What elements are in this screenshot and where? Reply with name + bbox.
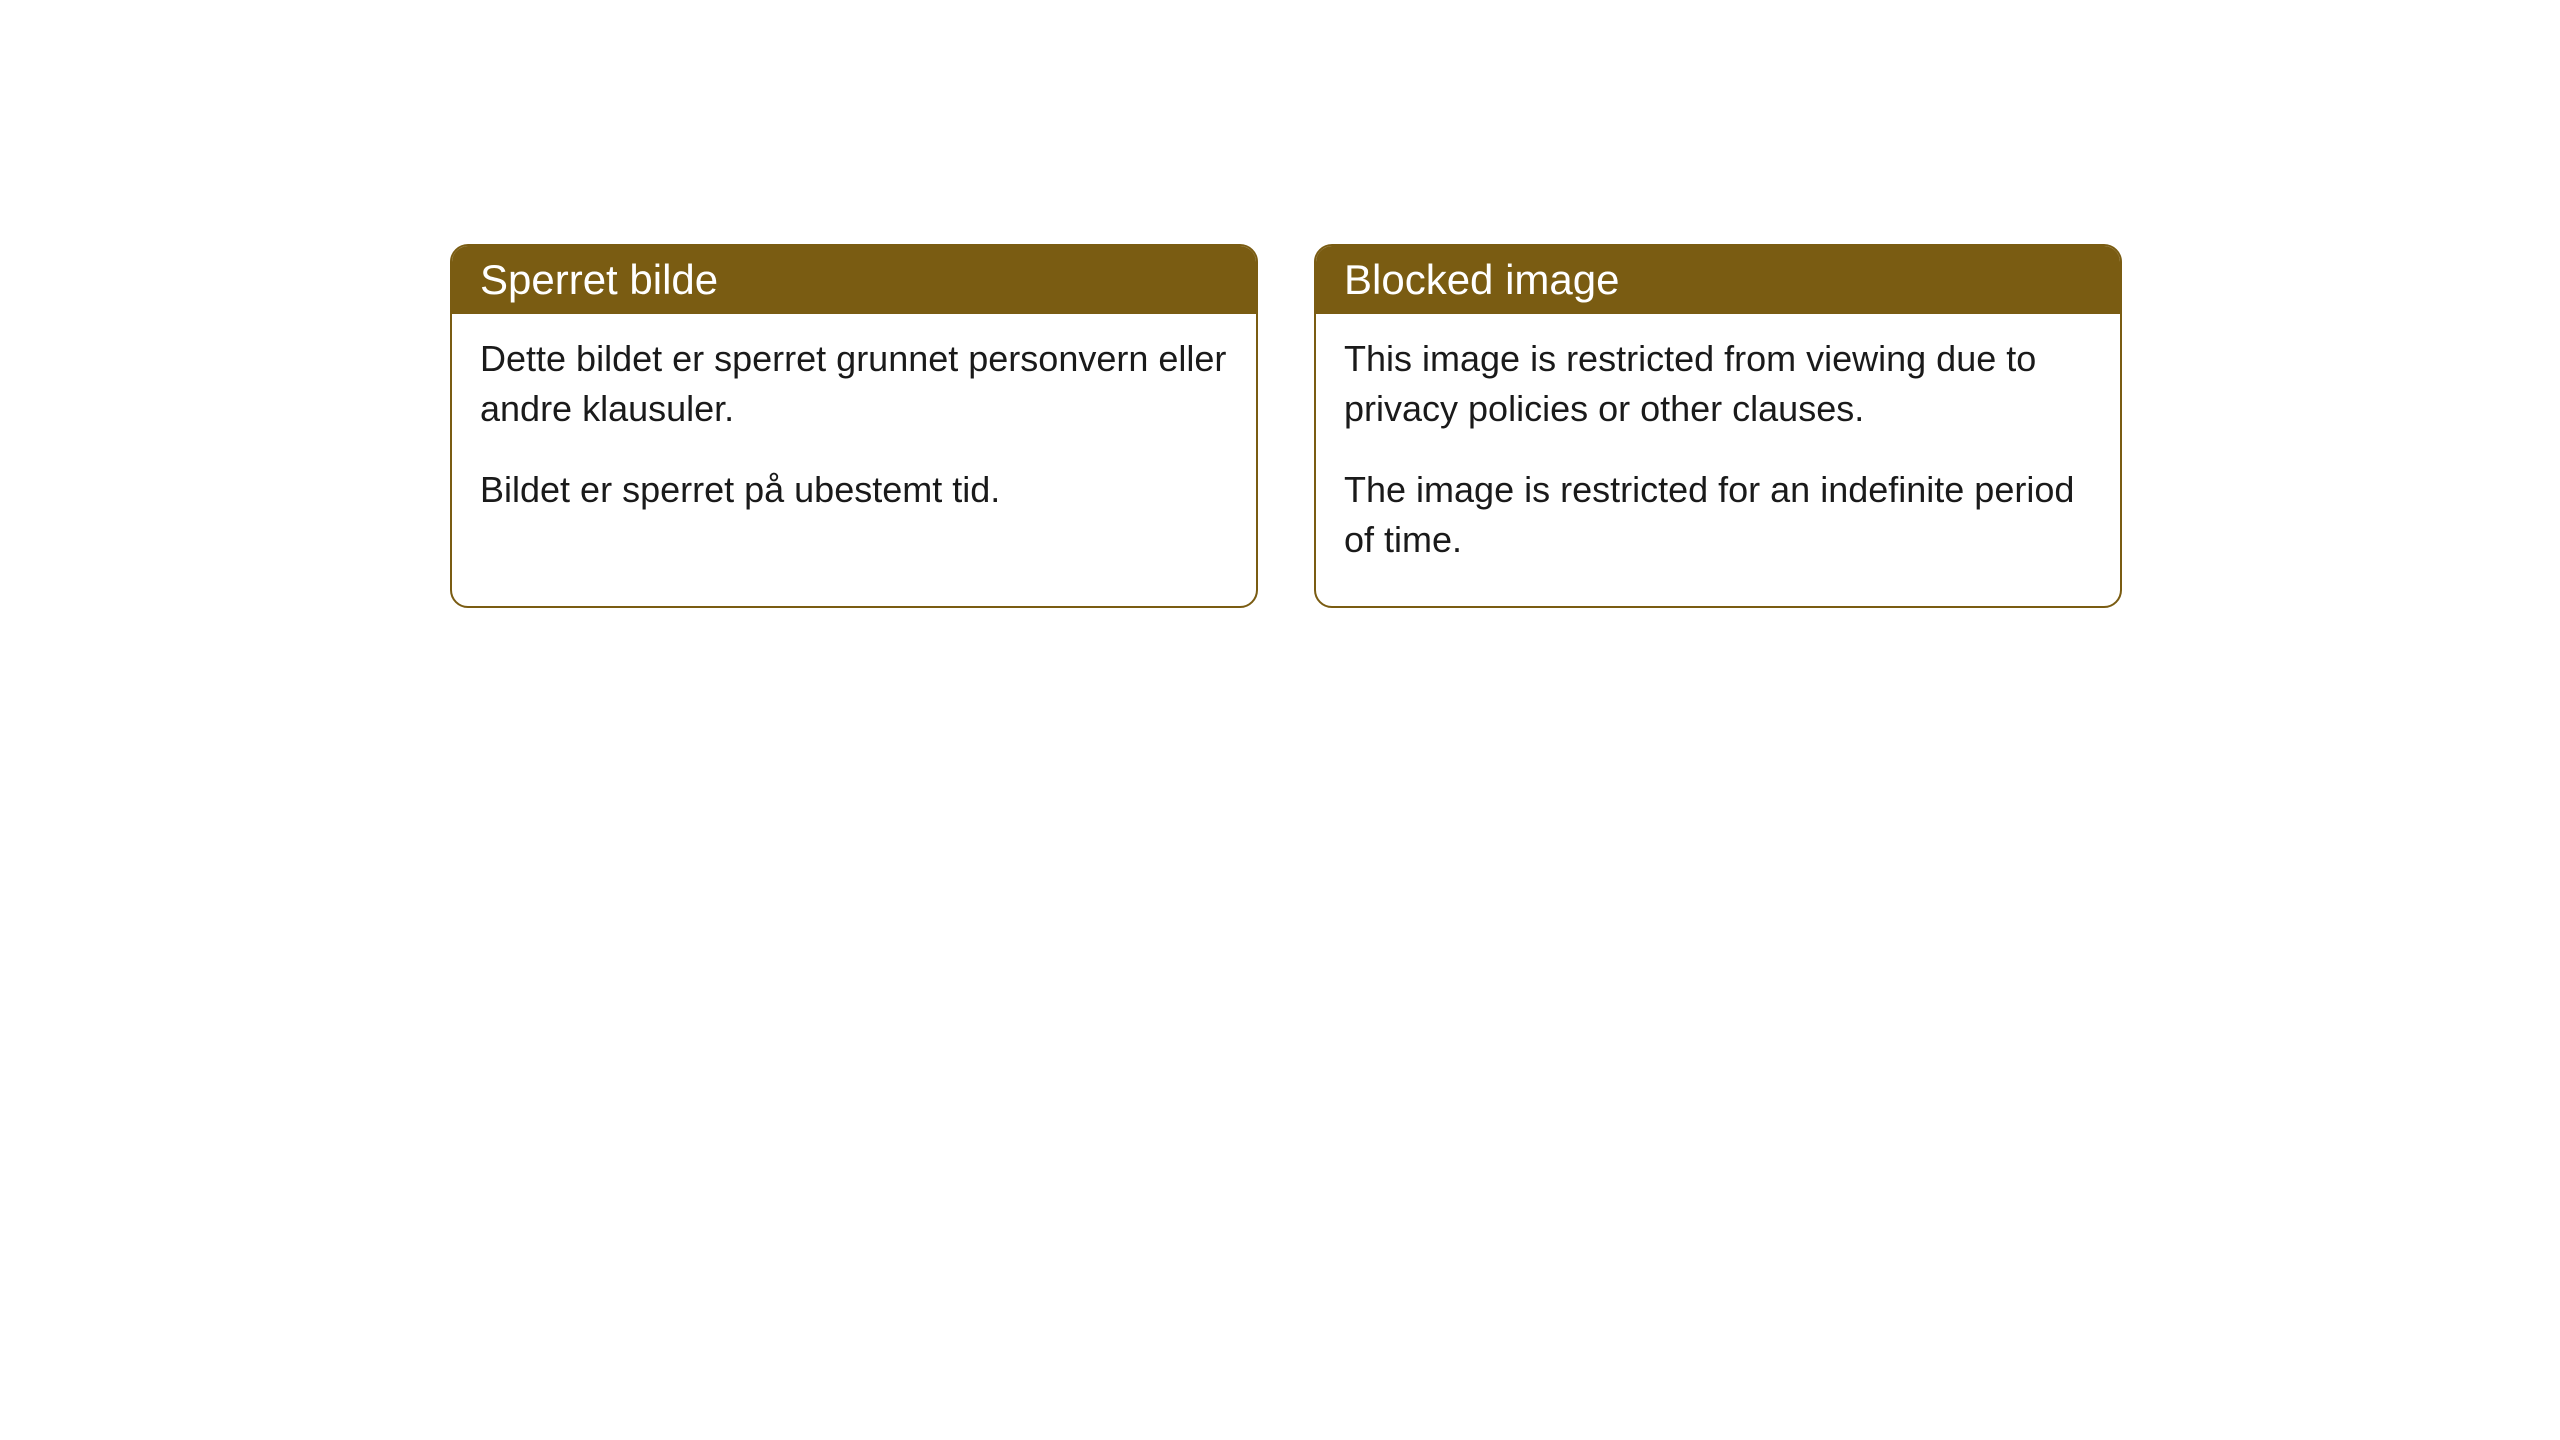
notice-cards-container: Sperret bilde Dette bildet er sperret gr… xyxy=(450,244,2122,608)
card-paragraph-1-norwegian: Dette bildet er sperret grunnet personve… xyxy=(480,334,1228,435)
card-paragraph-1-english: This image is restricted from viewing du… xyxy=(1344,334,2092,435)
blocked-image-card-english: Blocked image This image is restricted f… xyxy=(1314,244,2122,608)
card-title-english: Blocked image xyxy=(1316,246,2120,314)
card-body-english: This image is restricted from viewing du… xyxy=(1316,314,2120,606)
card-body-norwegian: Dette bildet er sperret grunnet personve… xyxy=(452,314,1256,555)
card-title-norwegian: Sperret bilde xyxy=(452,246,1256,314)
card-paragraph-2-english: The image is restricted for an indefinit… xyxy=(1344,465,2092,566)
blocked-image-card-norwegian: Sperret bilde Dette bildet er sperret gr… xyxy=(450,244,1258,608)
card-paragraph-2-norwegian: Bildet er sperret på ubestemt tid. xyxy=(480,465,1228,515)
